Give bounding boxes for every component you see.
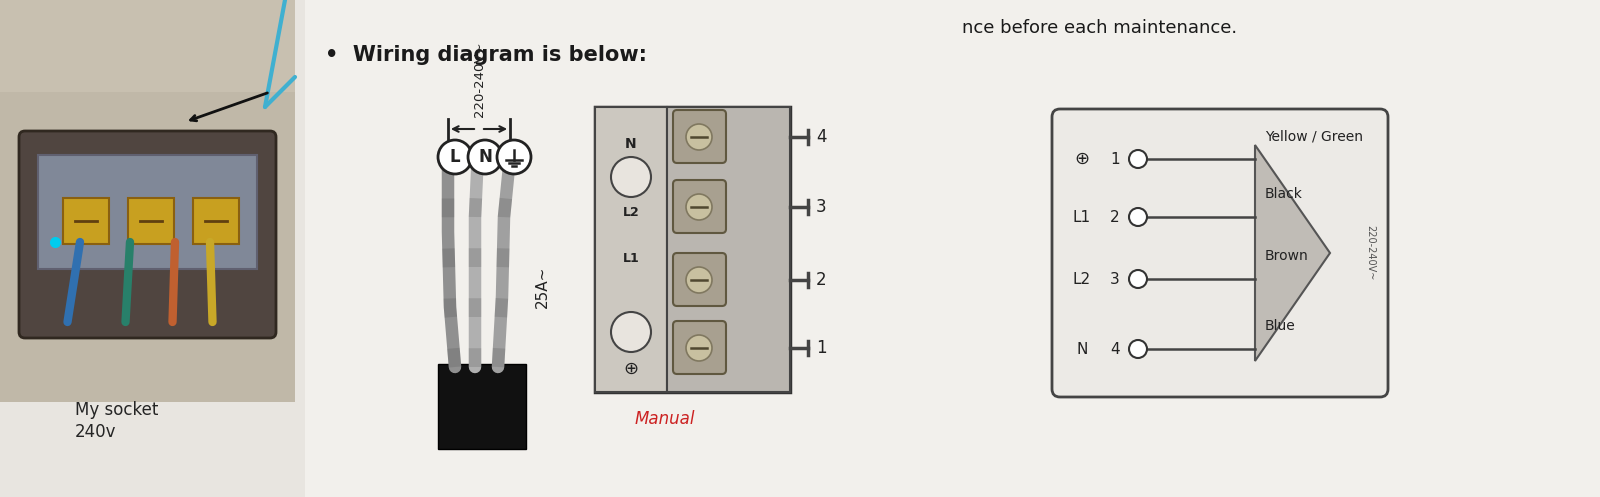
Circle shape: [686, 267, 712, 293]
Polygon shape: [1254, 145, 1330, 361]
Circle shape: [686, 335, 712, 361]
Text: L1: L1: [1074, 210, 1091, 225]
Text: L1: L1: [622, 252, 640, 265]
FancyBboxPatch shape: [674, 321, 726, 374]
Text: 3: 3: [1110, 271, 1120, 286]
FancyBboxPatch shape: [306, 0, 1600, 497]
Text: 2: 2: [1110, 210, 1120, 225]
Circle shape: [438, 140, 472, 174]
Circle shape: [1130, 270, 1147, 288]
Text: 240v: 240v: [75, 423, 117, 441]
Text: 220-240V~: 220-240V~: [1365, 225, 1374, 281]
Circle shape: [686, 124, 712, 150]
FancyBboxPatch shape: [438, 364, 526, 449]
Text: 220-240V~: 220-240V~: [472, 41, 485, 117]
FancyBboxPatch shape: [19, 131, 277, 338]
Circle shape: [611, 157, 651, 197]
FancyBboxPatch shape: [674, 253, 726, 306]
Text: Black: Black: [1266, 187, 1302, 201]
Text: 3: 3: [816, 198, 827, 216]
Circle shape: [1130, 150, 1147, 168]
Text: My socket: My socket: [75, 401, 158, 419]
Text: •  Wiring diagram is below:: • Wiring diagram is below:: [325, 45, 646, 65]
Circle shape: [611, 312, 651, 352]
FancyBboxPatch shape: [0, 92, 294, 402]
Text: N: N: [1077, 341, 1088, 356]
Circle shape: [498, 140, 531, 174]
Text: 1: 1: [1110, 152, 1120, 166]
FancyBboxPatch shape: [38, 155, 258, 269]
Text: 4: 4: [1110, 341, 1120, 356]
FancyBboxPatch shape: [1053, 109, 1389, 397]
Text: ⊕: ⊕: [1075, 150, 1090, 168]
Text: nce before each maintenance.: nce before each maintenance.: [963, 19, 1237, 37]
Circle shape: [467, 140, 502, 174]
FancyBboxPatch shape: [128, 198, 174, 244]
Text: L2: L2: [622, 205, 640, 219]
FancyBboxPatch shape: [674, 110, 726, 163]
Text: Brown: Brown: [1266, 249, 1309, 263]
Text: N: N: [478, 148, 491, 166]
Text: Yellow / Green: Yellow / Green: [1266, 129, 1363, 143]
Text: ⊕: ⊕: [624, 360, 638, 378]
Text: Manual: Manual: [635, 410, 696, 428]
Circle shape: [686, 194, 712, 220]
Text: 4: 4: [816, 128, 827, 146]
Text: 2: 2: [816, 271, 827, 289]
Circle shape: [1130, 340, 1147, 358]
Text: N: N: [626, 137, 637, 151]
Text: Blue: Blue: [1266, 319, 1296, 333]
FancyBboxPatch shape: [595, 107, 667, 392]
FancyBboxPatch shape: [595, 107, 790, 392]
FancyBboxPatch shape: [62, 198, 109, 244]
Text: L: L: [450, 148, 461, 166]
Text: 1: 1: [816, 339, 827, 357]
FancyBboxPatch shape: [0, 0, 294, 92]
FancyBboxPatch shape: [194, 198, 238, 244]
Circle shape: [1130, 208, 1147, 226]
FancyBboxPatch shape: [667, 107, 790, 392]
FancyBboxPatch shape: [674, 180, 726, 233]
Text: L2: L2: [1074, 271, 1091, 286]
Text: 25A~: 25A~: [534, 266, 549, 308]
